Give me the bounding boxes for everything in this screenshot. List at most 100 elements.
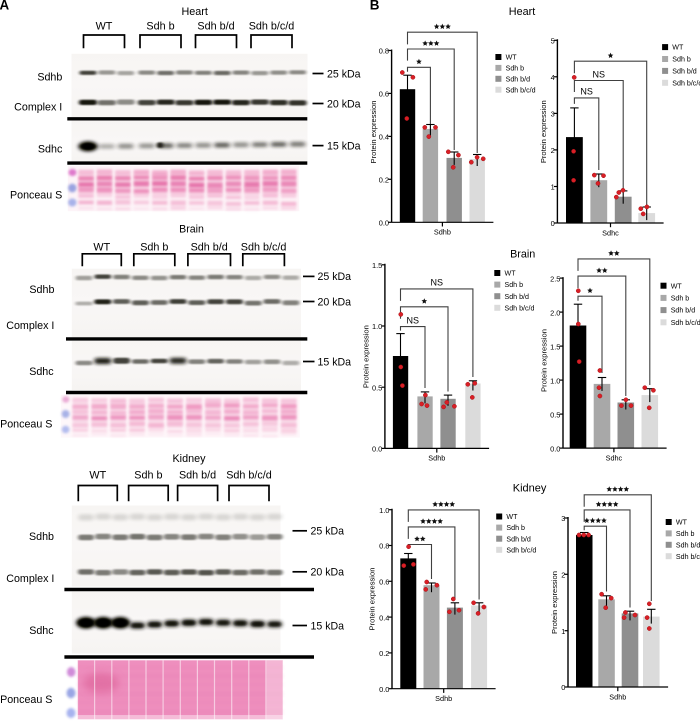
svg-text:Complex I: Complex I — [6, 320, 54, 332]
svg-text:WT: WT — [505, 270, 517, 278]
svg-text:Sdh b: Sdh b — [506, 65, 525, 73]
svg-text:Complex I: Complex I — [6, 573, 54, 585]
svg-text:20 kDa: 20 kDa — [318, 296, 352, 308]
svg-text:3: 3 — [551, 110, 555, 119]
svg-text:Sdh b: Sdh b — [676, 530, 695, 538]
svg-text:5: 5 — [551, 37, 555, 46]
svg-text:NS: NS — [580, 87, 593, 97]
svg-text:Sdh b/c/d: Sdh b/c/d — [506, 86, 536, 94]
svg-text:WT: WT — [89, 469, 106, 481]
svg-text:Sdh b/d: Sdh b/d — [672, 68, 697, 76]
svg-text:25 kDa: 25 kDa — [311, 526, 345, 538]
svg-text:2.0: 2.0 — [550, 308, 560, 317]
svg-text:Kidney: Kidney — [172, 453, 206, 465]
svg-text:Sdh b: Sdh b — [146, 21, 174, 33]
svg-text:Ponceau S: Ponceau S — [0, 419, 52, 431]
svg-text:Sdhb: Sdhb — [434, 228, 451, 237]
svg-text:Protein expression: Protein expression — [550, 571, 559, 634]
svg-text:Ponceau S: Ponceau S — [10, 190, 62, 202]
svg-text:Protein expression: Protein expression — [368, 568, 377, 631]
svg-text:Sdh b/c/d: Sdh b/c/d — [226, 469, 272, 481]
svg-text:1: 1 — [551, 183, 555, 192]
svg-text:0.6: 0.6 — [379, 90, 389, 99]
svg-text:Sdhc: Sdhc — [602, 228, 619, 237]
svg-text:Sdh b/d: Sdh b/d — [191, 242, 228, 254]
svg-text:0.6: 0.6 — [379, 578, 389, 587]
svg-text:Sdhb: Sdhb — [29, 284, 54, 296]
svg-text:WT: WT — [93, 242, 110, 254]
svg-text:Protein expression: Protein expression — [369, 101, 378, 164]
svg-text:Ponceau S: Ponceau S — [0, 694, 52, 706]
svg-text:1: 1 — [561, 627, 565, 636]
svg-text:Sdh b/c/d: Sdh b/c/d — [506, 546, 536, 554]
svg-text:15 kDa: 15 kDa — [318, 356, 352, 368]
svg-text:25 kDa: 25 kDa — [327, 68, 361, 80]
svg-text:Sdhc: Sdhc — [606, 453, 623, 462]
svg-text:1.0: 1.0 — [372, 322, 382, 331]
svg-text:0.5: 0.5 — [372, 383, 382, 392]
svg-text:0.0: 0.0 — [550, 444, 560, 453]
svg-text:Brain: Brain — [510, 248, 535, 260]
svg-text:Sdh b/d: Sdh b/d — [505, 293, 530, 301]
svg-text:Heart: Heart — [181, 6, 207, 18]
svg-text:Sdh b/c/d: Sdh b/c/d — [505, 304, 535, 312]
svg-text:Sdhb: Sdhb — [29, 531, 54, 543]
svg-text:0.2: 0.2 — [379, 649, 389, 658]
svg-text:Sdh b/c/d: Sdh b/c/d — [676, 553, 700, 561]
svg-text:0.2: 0.2 — [379, 176, 389, 185]
svg-text:Sdh b/d: Sdh b/d — [506, 535, 531, 543]
svg-text:25 kDa: 25 kDa — [318, 271, 352, 283]
svg-text:20 kDa: 20 kDa — [327, 98, 361, 110]
svg-text:20 kDa: 20 kDa — [311, 567, 345, 579]
svg-text:Sdhb: Sdhb — [435, 694, 452, 703]
svg-text:Sdh b: Sdh b — [134, 469, 162, 481]
svg-text:Sdh b: Sdh b — [505, 281, 524, 289]
svg-text:2: 2 — [551, 146, 555, 155]
svg-text:Protein expression: Protein expression — [361, 325, 370, 388]
svg-text:Sdhc: Sdhc — [29, 625, 54, 637]
svg-text:Sdh b/d: Sdh b/d — [671, 307, 696, 315]
svg-text:Protein expression: Protein expression — [540, 329, 549, 392]
svg-text:Sdh b/d: Sdh b/d — [197, 21, 234, 33]
svg-text:1.0: 1.0 — [550, 376, 560, 385]
svg-text:Heart: Heart — [509, 6, 535, 18]
svg-text:3: 3 — [561, 514, 565, 523]
svg-text:Sdh b/d: Sdh b/d — [506, 75, 531, 83]
svg-text:1.5: 1.5 — [372, 261, 382, 270]
svg-text:WT: WT — [96, 21, 113, 33]
svg-text:Sdh b/c/d: Sdh b/c/d — [241, 242, 287, 254]
svg-text:Sdh b/d: Sdh b/d — [179, 469, 216, 481]
svg-text:WT: WT — [506, 54, 518, 62]
svg-text:WT: WT — [506, 513, 518, 521]
svg-text:Sdh b: Sdh b — [506, 524, 525, 532]
svg-text:0.8: 0.8 — [379, 47, 389, 56]
svg-text:Sdh b: Sdh b — [672, 56, 691, 64]
svg-text:Sdhb: Sdhb — [428, 454, 445, 463]
svg-text:Sdh b/c/d: Sdh b/c/d — [249, 21, 295, 33]
svg-text:Sdh b/c/d: Sdh b/c/d — [672, 79, 700, 87]
svg-text:0.8: 0.8 — [379, 542, 389, 551]
svg-text:WT: WT — [672, 44, 684, 52]
svg-text:0.4: 0.4 — [379, 613, 389, 622]
svg-text:Kidney: Kidney — [513, 482, 547, 494]
svg-text:WT: WT — [671, 282, 683, 290]
svg-text:Sdhc: Sdhc — [29, 366, 54, 378]
svg-text:NS: NS — [593, 69, 606, 79]
svg-text:0.0: 0.0 — [372, 445, 382, 454]
svg-text:WT: WT — [676, 519, 688, 527]
svg-text:B: B — [370, 0, 380, 13]
svg-text:0.4: 0.4 — [379, 133, 389, 142]
svg-text:NS: NS — [407, 315, 420, 325]
svg-text:Sdh b/d: Sdh b/d — [676, 541, 700, 549]
svg-text:Complex I: Complex I — [14, 102, 62, 114]
svg-text:0.0: 0.0 — [379, 685, 389, 694]
svg-text:0.5: 0.5 — [550, 410, 560, 419]
svg-text:Sdh b: Sdh b — [671, 295, 690, 303]
svg-text:15 kDa: 15 kDa — [327, 140, 361, 152]
svg-text:1.5: 1.5 — [550, 342, 560, 351]
svg-text:0.0: 0.0 — [379, 219, 389, 228]
svg-text:2: 2 — [561, 571, 565, 580]
svg-text:Sdh b/c/d: Sdh b/c/d — [671, 319, 700, 327]
svg-text:NS: NS — [431, 278, 444, 288]
svg-text:Sdhc: Sdhc — [38, 144, 63, 156]
